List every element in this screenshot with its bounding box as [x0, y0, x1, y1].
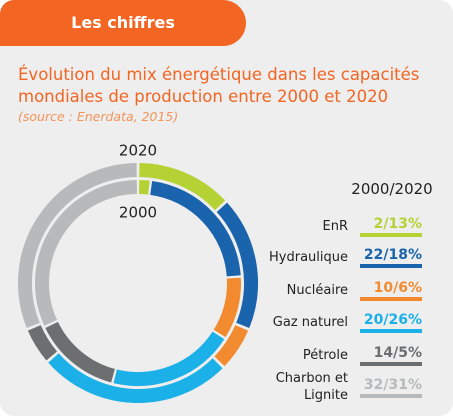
- header-tab: Les chiffres: [0, 0, 246, 46]
- value-label: 10/6%: [360, 279, 422, 301]
- value-label: 22/18%: [360, 246, 422, 268]
- ring-segment: [213, 277, 241, 338]
- ring-segment: [216, 202, 258, 329]
- legend-row: Pétrole 14/5%: [240, 338, 440, 372]
- ring-segment: [35, 180, 138, 326]
- ring-segment: [18, 163, 137, 329]
- legend-label: Gaz naturel: [272, 314, 348, 330]
- chart-subtitle: (source : Enerdata, 2015): [18, 109, 179, 124]
- legend-row: Hydraulique 22/18%: [240, 240, 440, 274]
- legend-title: 2000/2020: [351, 180, 433, 198]
- legend-label: Charbon et Lignite: [275, 371, 348, 403]
- legend-row: Gaz naturel 20/26%: [240, 305, 440, 339]
- legend-label: Hydraulique: [269, 249, 348, 265]
- ring-segment: [138, 180, 150, 195]
- legend-label: Pétrole: [302, 347, 348, 363]
- ring-label: 2020: [119, 142, 157, 160]
- ring-segment: [45, 321, 116, 383]
- value-label: 32/31%: [360, 376, 422, 398]
- value-label: 2/13%: [360, 215, 422, 237]
- value-label: 14/5%: [360, 344, 422, 366]
- legend-label: EnR: [322, 218, 349, 234]
- value-label: 20/26%: [360, 311, 422, 333]
- ring-segment: [139, 163, 226, 211]
- ring-segment: [27, 324, 58, 361]
- ring-label: 2000: [119, 204, 157, 222]
- ring-segment: [113, 331, 225, 386]
- chart-title: Évolution du mix énergétique dans les ca…: [18, 65, 420, 106]
- legend-row: EnR 2/13%: [240, 209, 440, 243]
- legend-row: Charbon et Lignite 32/31%: [240, 370, 440, 404]
- legend-label: Nucléaire: [286, 282, 348, 298]
- ring-segment: [214, 324, 249, 367]
- ring-segment: [48, 353, 223, 403]
- legend-row: Nucléaire 10/6%: [240, 273, 440, 307]
- ring-segment: [150, 180, 241, 277]
